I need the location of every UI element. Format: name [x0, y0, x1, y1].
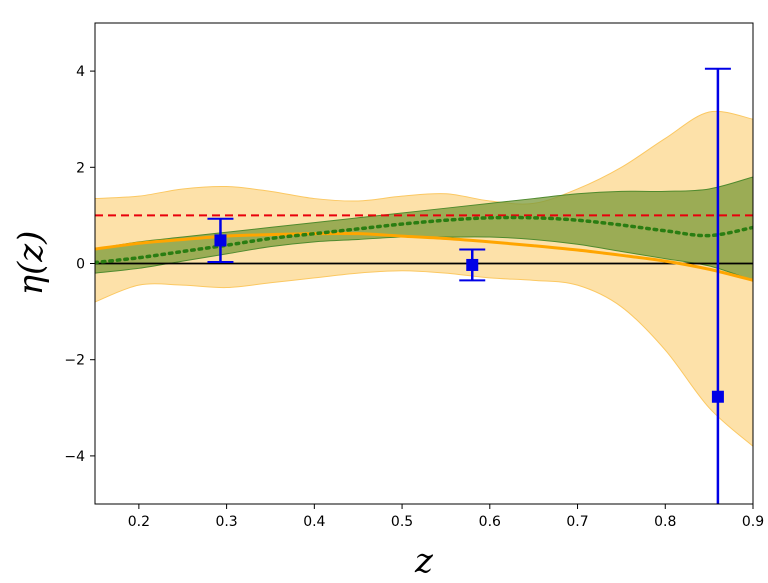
x-tick-label: 0.7 — [566, 514, 588, 530]
data-point-marker — [214, 234, 227, 247]
y-tick-label: 2 — [76, 160, 85, 176]
green-confidence-band — [95, 176, 753, 281]
y-axis-ticks: −4 −2 0 2 4 — [64, 64, 95, 465]
x-axis-ticks: 0.2 0.3 0.4 0.5 0.6 0.7 0.8 0.9 — [128, 504, 764, 530]
x-axis-label: z — [414, 541, 434, 581]
x-tick-label: 0.5 — [391, 514, 413, 530]
green-dotted-curve — [95, 215, 753, 265]
y-tick-label: 0 — [76, 257, 85, 273]
x-tick-label: 0.2 — [128, 514, 150, 530]
y-axis-label: η(z) — [11, 231, 51, 296]
series-layer — [95, 110, 753, 447]
data-point-marker — [711, 390, 724, 403]
x-tick-label: 0.8 — [654, 514, 676, 530]
x-tick-label: 0.9 — [742, 514, 764, 530]
orange-mean-curve — [95, 231, 753, 282]
y-tick-label: 4 — [76, 64, 85, 80]
x-tick-label: 0.3 — [215, 514, 237, 530]
errorbar-layer — [207, 67, 731, 504]
x-tick-label: 0.4 — [303, 514, 325, 530]
x-tick-label: 0.6 — [479, 514, 501, 530]
data-point-marker — [466, 258, 479, 271]
y-tick-label: −2 — [64, 353, 85, 369]
y-tick-label: −4 — [64, 449, 85, 465]
